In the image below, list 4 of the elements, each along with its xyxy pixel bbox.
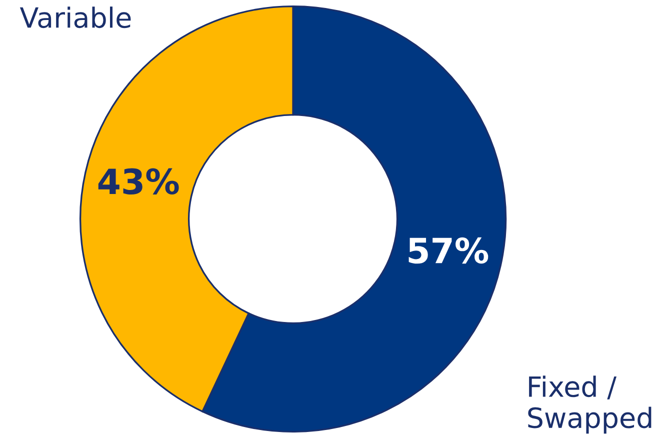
data-label: 57% bbox=[408, 237, 488, 264]
slice-label: Variable bbox=[20, 6, 131, 28]
data-label: 43% bbox=[98, 168, 179, 195]
slice-label: Fixed / Swapped bbox=[528, 376, 652, 434]
